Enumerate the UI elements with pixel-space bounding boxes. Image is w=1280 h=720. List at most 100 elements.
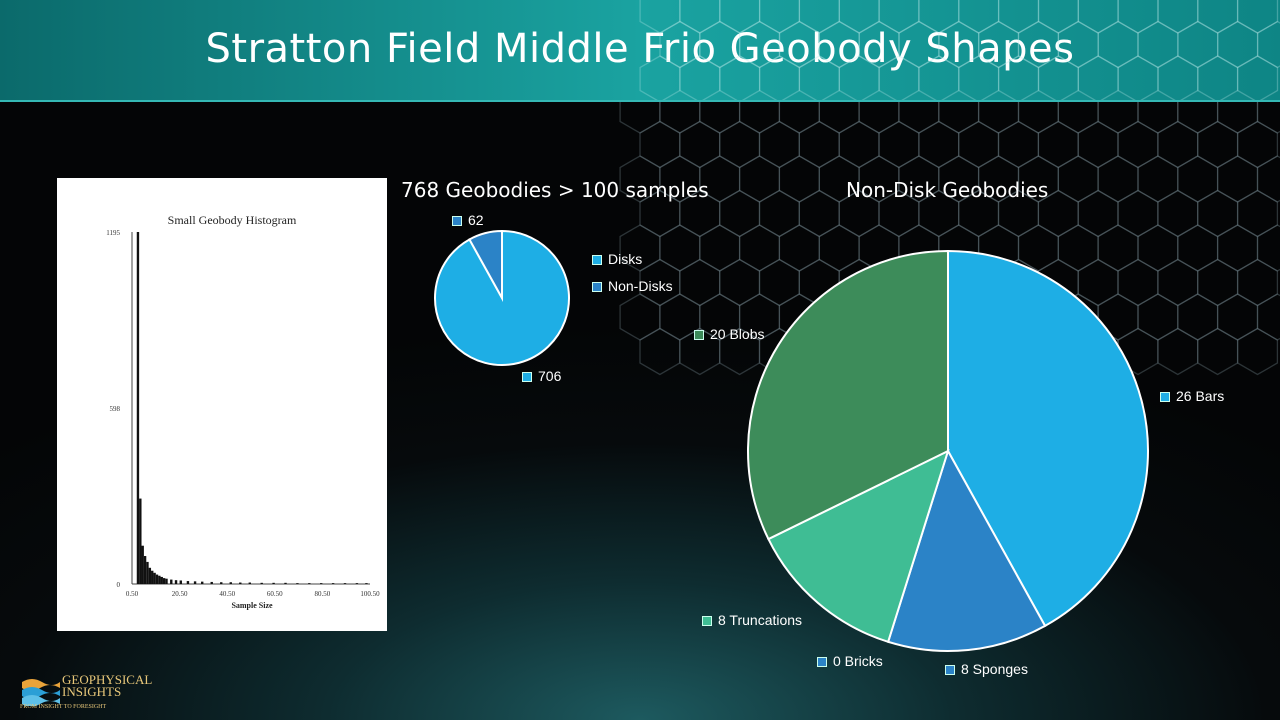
histogram-bar — [239, 582, 242, 584]
hex-cell — [1137, 293, 1179, 341]
x-tick-label: 80.50 — [315, 590, 331, 598]
hex-cell — [1236, 258, 1279, 307]
histogram-title: Small Geobody Histogram — [168, 213, 297, 227]
logo-tagline: FROM INSIGHT TO FORESIGHT — [20, 704, 107, 710]
hex-cell — [1077, 258, 1119, 307]
hex-cell — [1236, 189, 1279, 238]
histogram-bar — [355, 583, 359, 584]
y-tick-label: 598 — [110, 405, 121, 413]
hex-cell — [1117, 120, 1159, 169]
hex-cell — [659, 224, 701, 272]
histogram-bar — [320, 583, 323, 584]
hex-cell — [1077, 120, 1119, 169]
hex-cell — [699, 224, 741, 272]
histogram-bar — [284, 582, 287, 584]
hex-cell — [997, 189, 1040, 238]
hex-cell — [958, 120, 1000, 169]
pie2-label-sponges: 8 Sponges — [945, 661, 1028, 677]
hex-cell — [798, 120, 840, 169]
hex-cell — [838, 189, 880, 238]
hex-cell — [1057, 224, 1099, 272]
hex-cell — [997, 120, 1040, 169]
hex-cell — [1137, 224, 1179, 272]
pie1-legend-non-disks: Non-Disks — [592, 278, 673, 294]
hex-cell — [1077, 189, 1119, 238]
pie-slice — [886, 448, 1047, 652]
hex-cell — [619, 155, 661, 203]
histogram-bar — [151, 570, 154, 584]
histogram-bar — [229, 582, 232, 584]
hex-cell — [679, 120, 721, 169]
hex-cell — [1216, 155, 1259, 203]
histogram-bar — [260, 582, 263, 584]
hex-cell — [639, 120, 681, 169]
x-axis-label: Sample Size — [231, 601, 273, 610]
pie2-label-blobs: 20 Blobs — [694, 326, 764, 342]
histogram-bar — [343, 583, 347, 584]
hex-cell — [1117, 258, 1159, 307]
hex-cell — [818, 155, 860, 203]
hex-cell — [1017, 155, 1059, 203]
hex-cell — [878, 189, 920, 238]
hex-cell — [1256, 224, 1280, 272]
hex-cell — [738, 155, 781, 203]
pie1-title: 768 Geobodies > 100 samples — [401, 178, 709, 202]
hex-cell — [679, 258, 721, 307]
pie2-label-bars: 26 Bars — [1160, 388, 1224, 404]
hex-cell — [918, 120, 960, 169]
pie1-label-non-disks: 62 — [452, 212, 484, 228]
histogram-bar — [248, 582, 251, 584]
histogram-bar — [296, 583, 299, 584]
logo-text: GEOPHYSICAL INSIGHTS — [62, 672, 153, 699]
pie2-title: Non-Disk Geobodies — [846, 178, 1049, 202]
hex-cell — [1037, 120, 1079, 169]
hex-cell — [1157, 120, 1199, 169]
hex-cell — [719, 327, 761, 376]
pie-slice — [947, 249, 1149, 628]
hex-cell — [1216, 224, 1259, 272]
histogram-bar — [160, 576, 163, 584]
hex-cell — [977, 155, 1020, 203]
hex-cell — [719, 189, 761, 238]
y-tick-label: 1195 — [106, 229, 120, 237]
pie1-legend-disks: Disks — [592, 251, 642, 267]
histogram-bar — [146, 561, 149, 584]
hex-cell — [639, 327, 681, 376]
hex-cell — [758, 120, 800, 169]
histogram-bar — [155, 574, 159, 584]
histogram-bar — [162, 578, 166, 584]
hex-cell — [758, 189, 800, 238]
histogram-bar — [193, 581, 197, 584]
y-tick-label: 0 — [117, 581, 121, 589]
histogram-bar — [139, 498, 142, 584]
hex-cell — [758, 258, 800, 307]
histogram-panel: Small Geobody Histogram 1195 598 0 0.50 20.50… — [57, 178, 387, 631]
histogram-bar — [179, 580, 182, 584]
histogram-bar — [153, 572, 156, 584]
x-tick-label: 20.50 — [172, 590, 188, 598]
pie2-label-truncations: 8 Truncations — [702, 612, 802, 628]
hex-cell — [619, 293, 661, 341]
hex-cell — [1236, 120, 1279, 169]
hex-cell — [1177, 155, 1219, 203]
hex-cell — [778, 224, 820, 272]
pie2-chart — [747, 249, 1149, 652]
hex-cell — [1256, 155, 1280, 203]
hex-cell — [1197, 327, 1239, 376]
hex-cell — [1197, 258, 1239, 307]
histogram-bar — [174, 580, 178, 584]
hex-cell — [958, 189, 1000, 238]
hex-cell — [639, 189, 681, 238]
histogram-bar — [148, 567, 152, 584]
hex-cell — [1097, 224, 1139, 272]
hex-cell — [639, 258, 681, 307]
histogram-bar — [365, 583, 368, 584]
x-tick-label: 100.50 — [360, 590, 380, 598]
hex-cell — [1197, 120, 1239, 169]
pie1-label-disks: 706 — [522, 368, 561, 384]
hex-cell — [1256, 293, 1280, 341]
hex-cell — [898, 155, 940, 203]
hex-cell — [938, 155, 980, 203]
histogram-bar — [158, 575, 161, 584]
histogram-bar — [272, 582, 275, 584]
